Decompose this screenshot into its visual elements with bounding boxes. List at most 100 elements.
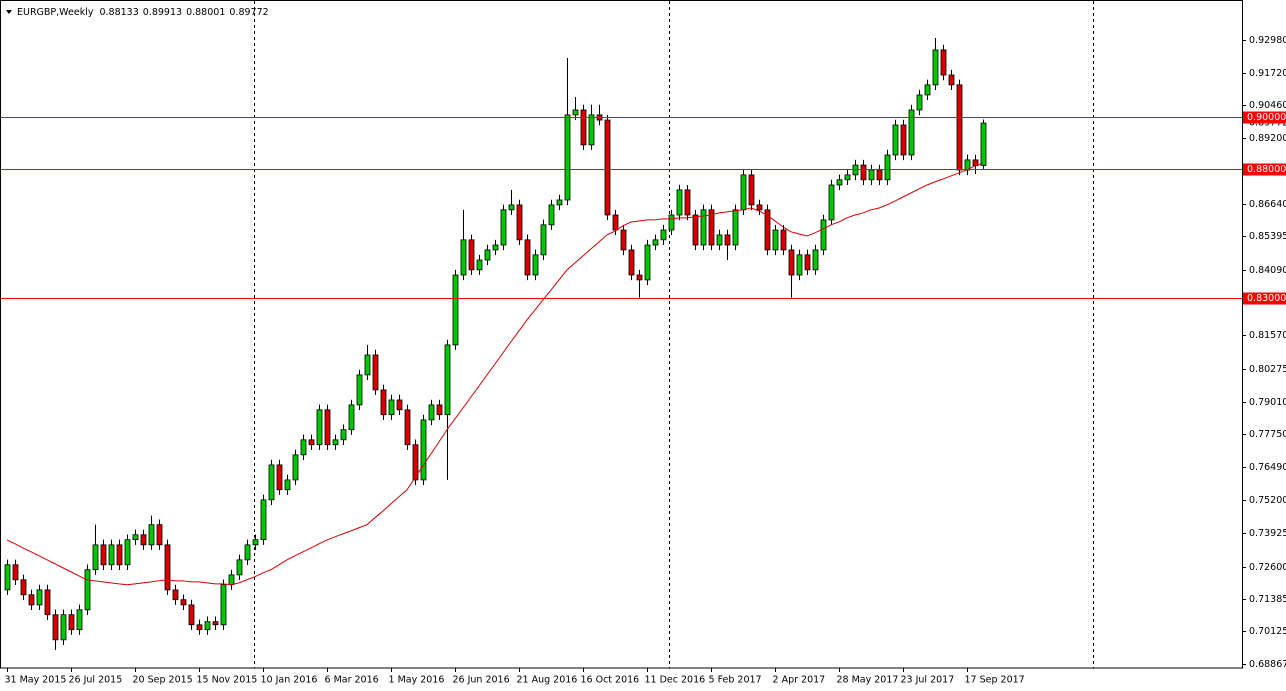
x-tick-label: 6 Mar 2016	[325, 675, 379, 686]
candle-body	[716, 234, 723, 246]
candle-body	[804, 254, 811, 271]
candle-body	[612, 214, 619, 231]
candle-body	[556, 199, 563, 206]
candle-body	[484, 249, 491, 261]
candle-body	[508, 204, 515, 211]
candle-body	[332, 439, 339, 446]
candle-body	[388, 399, 395, 416]
candle-body	[660, 229, 667, 241]
plot-frame	[0, 0, 1243, 669]
candle-body	[324, 409, 331, 446]
candle-body	[780, 229, 787, 251]
candle-body	[156, 524, 163, 546]
candle-body	[20, 579, 27, 596]
x-tick-label: 1 May 2016	[389, 675, 445, 686]
candle-body	[460, 239, 467, 276]
candle-body	[700, 209, 707, 246]
candle-body	[844, 174, 851, 181]
candle-body	[68, 614, 75, 631]
candle-body	[908, 109, 915, 156]
x-tick-label: 31 May 2015	[5, 675, 67, 686]
candle-body	[540, 224, 547, 256]
candle-body	[796, 254, 803, 276]
candle-body	[588, 114, 595, 146]
candle-body	[900, 124, 907, 156]
candle-body	[212, 621, 219, 626]
candle-body	[812, 249, 819, 271]
candle-body	[580, 109, 587, 146]
x-tick-label: 21 Aug 2016	[517, 675, 578, 686]
y-tick-label: 0.92980	[1249, 35, 1286, 46]
candle-body	[676, 189, 683, 216]
x-tick-label: 26 Jul 2015	[69, 675, 123, 686]
x-tick-label: 28 May 2017	[837, 675, 899, 686]
high-value: 0.89913	[143, 7, 182, 18]
candle-body	[404, 409, 411, 446]
candle-body	[316, 409, 323, 446]
candle-body	[100, 544, 107, 566]
candle-body	[132, 534, 139, 541]
candle-body	[292, 454, 299, 481]
candle-body	[308, 439, 315, 446]
candle-body	[92, 544, 99, 571]
candle-body	[204, 621, 211, 631]
candle-body	[476, 259, 483, 271]
candle-body	[860, 164, 867, 181]
candle-body	[140, 534, 147, 546]
candle-body	[372, 354, 379, 391]
candle-body	[172, 589, 179, 601]
x-tick-label: 23 Jul 2017	[901, 675, 955, 686]
y-tick-label: 0.79010	[1249, 397, 1286, 408]
candle-body	[636, 274, 643, 281]
candle-body	[252, 539, 259, 546]
y-tick-label: 0.84090	[1249, 265, 1286, 276]
candle-body	[772, 229, 779, 251]
y-tick-label: 0.91720	[1249, 68, 1286, 79]
candle-body	[420, 419, 427, 481]
candle-body	[732, 209, 739, 246]
candle-body	[468, 239, 475, 271]
candle-body	[428, 404, 435, 421]
candle-body	[820, 219, 827, 251]
candle-body	[516, 204, 523, 241]
y-tick-label: 0.90460	[1249, 100, 1286, 111]
candle-body	[868, 169, 875, 181]
candle-body	[764, 209, 771, 251]
level-label-bg	[1243, 111, 1286, 124]
candle-body	[836, 179, 843, 186]
candle-body	[668, 214, 675, 231]
candle-body	[60, 614, 67, 641]
candle-body	[28, 594, 35, 606]
low-value: 0.88001	[186, 7, 225, 18]
candle-body	[524, 239, 531, 276]
open-value: 0.88133	[99, 7, 138, 18]
y-tick-label: 0.76490	[1249, 462, 1286, 473]
candle-body	[548, 204, 555, 226]
candle-body	[956, 84, 963, 171]
candle-body	[572, 109, 579, 116]
x-tick-label: 17 Sep 2017	[965, 675, 1025, 686]
candle-body	[12, 564, 19, 581]
x-tick-label: 10 Jan 2016	[261, 675, 318, 686]
candle-body	[268, 464, 275, 501]
x-tick-label: 5 Feb 2017	[709, 675, 762, 686]
y-tick-label: 0.73925	[1249, 528, 1286, 539]
level-label-bg	[1243, 163, 1286, 176]
candle-body	[188, 604, 195, 626]
candle-body	[828, 184, 835, 221]
x-tick-label: 2 Apr 2017	[773, 675, 826, 686]
candle-body	[500, 209, 507, 246]
candle-body	[436, 404, 443, 416]
y-tick-label: 0.71385	[1249, 594, 1286, 605]
candle-body	[148, 524, 155, 546]
candle-body	[412, 444, 419, 481]
candle-body	[940, 49, 947, 76]
candle-body	[444, 344, 451, 416]
candle-body	[724, 234, 731, 246]
candle-body	[236, 559, 243, 576]
candle-body	[564, 114, 571, 201]
candle-body	[116, 544, 123, 566]
candle-body	[380, 389, 387, 416]
candle-body	[164, 544, 171, 591]
candle-body	[884, 154, 891, 181]
